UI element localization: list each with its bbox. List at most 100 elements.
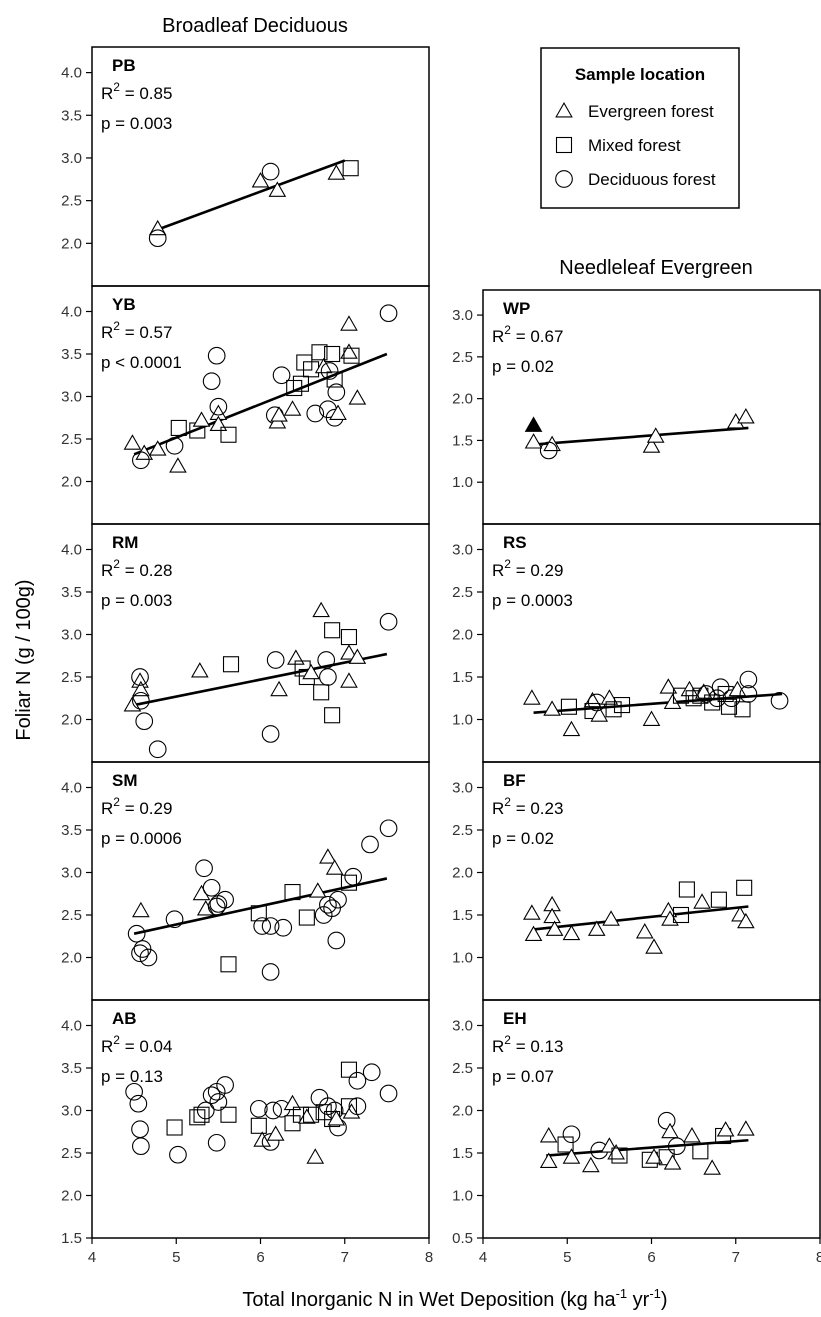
- mixed-point: [286, 379, 303, 397]
- evergreen-point: [192, 411, 211, 427]
- deciduous-point: [711, 678, 730, 697]
- mixed-point: [720, 698, 738, 715]
- x-tick-label: 5: [172, 1249, 180, 1266]
- deciduous-point: [253, 917, 272, 935]
- mixed-point: [557, 1136, 574, 1153]
- y-tick-label: 0.5: [452, 1230, 473, 1247]
- mixed-point: [302, 1106, 320, 1123]
- evergreen-point: [327, 1110, 346, 1126]
- regression-line: [133, 652, 388, 707]
- deciduous-point: [202, 878, 221, 897]
- evergreen-point: [716, 1121, 735, 1137]
- y-tick-label: 2.5: [61, 907, 82, 924]
- panel-label: AB: [112, 1009, 137, 1028]
- evergreen-point: [645, 1148, 663, 1164]
- x-tick-label: 8: [816, 1249, 821, 1266]
- legend-box: [540, 47, 740, 209]
- panel-label: EH: [503, 1009, 527, 1028]
- r-squared-label: R2 = 0.04: [101, 1033, 172, 1056]
- evergreen-point: [148, 440, 167, 456]
- evergreen-point: [661, 1122, 679, 1139]
- panel-frame: [482, 289, 821, 525]
- r-squared-label: R2 = 0.23: [492, 795, 563, 818]
- mixed-point: [692, 1143, 709, 1160]
- y-tick-label: 2.0: [61, 1188, 82, 1205]
- panel-ab: 1.5 2.0 2.5 3.0 3.5 4.0 4 5 6 7 8 AB R2 = 0.04 p = 0.…: [61, 999, 433, 1266]
- y-tick-label: 4.0: [61, 542, 82, 559]
- evergreen-point: [266, 1125, 285, 1141]
- deciduous-point: [132, 691, 150, 710]
- deciduous-point: [207, 346, 226, 365]
- r-squared-label: R2 = 0.57: [101, 319, 172, 342]
- panel-bf: 1.0 1.5 2.0 2.5 3.0 BF R2 = 0.23 p = 0.02: [452, 761, 821, 1001]
- evergreen-point: [298, 1108, 316, 1124]
- evergreen-point: [524, 433, 543, 449]
- mixed-point: [672, 906, 690, 924]
- regression-line: [546, 1138, 749, 1157]
- evergreen-point-filled: [524, 416, 543, 432]
- mixed-point: [296, 354, 313, 371]
- y-tick-label: 2.5: [61, 431, 82, 448]
- legend-square-marker: [555, 136, 573, 154]
- panel-frame: [482, 523, 821, 763]
- evergreen-point: [268, 181, 287, 197]
- x-axis-label: Total Inorganic N in Wet Deposition (kg …: [242, 1286, 667, 1311]
- deciduous-point: [249, 1099, 268, 1118]
- evergreen-point: [191, 662, 209, 678]
- y-tick-label: 2.0: [61, 712, 82, 729]
- y-tick-label: 1.5: [61, 1230, 82, 1247]
- regression-line: [533, 905, 749, 931]
- evergreen-point: [600, 1137, 619, 1153]
- left-column-title: Broadleaf Deciduous: [162, 15, 348, 37]
- evergreen-point: [283, 1094, 302, 1111]
- deciduous-point: [562, 1125, 581, 1144]
- y-tick-label: 1.5: [452, 907, 473, 924]
- deciduous-point: [657, 1111, 676, 1130]
- evergreen-point: [587, 920, 606, 936]
- mixed-point: [734, 701, 751, 718]
- evergreen-point: [539, 1152, 558, 1168]
- y-tick-label: 3.0: [61, 389, 82, 406]
- y-tick-label: 2.0: [61, 950, 82, 967]
- y-tick-label: 1.0: [452, 950, 473, 967]
- deciduous-point: [261, 162, 280, 181]
- deciduous-point: [379, 612, 398, 631]
- p-value-label: p < 0.0001: [101, 353, 182, 372]
- deciduous-point: [264, 1101, 282, 1120]
- deciduous-point: [148, 740, 167, 759]
- legend-triangle-marker: [555, 102, 573, 118]
- deciduous-point: [261, 725, 280, 743]
- panel-pb: 2.0 2.5 3.0 3.5 4.0 PB R2 = 0.85 p = 0.003: [61, 46, 430, 287]
- deciduous-point: [770, 691, 789, 710]
- y-tick-label: 3.5: [61, 584, 82, 601]
- deciduous-point: [139, 948, 158, 967]
- y-axis-label: Foliar N (g / 100g): [13, 579, 35, 740]
- deciduous-point: [169, 1145, 187, 1164]
- y-tick-label: 2.0: [452, 865, 473, 882]
- evergreen-point: [663, 1154, 682, 1170]
- mixed-point: [613, 696, 631, 714]
- r-squared-label: R2 = 0.13: [492, 1033, 563, 1056]
- panel-yb: 2.0 2.5 3.0 3.5 4.0 YB R2 = 0.57 p < 0.0001: [61, 285, 430, 525]
- mixed-point: [220, 1106, 237, 1123]
- panel-frame: [482, 761, 821, 1001]
- y-tick-label: 3.5: [61, 346, 82, 363]
- panel-wp: 1.0 1.5 2.0 2.5 3.0 WP R2 = 0.67 p = 0.02: [452, 289, 821, 525]
- evergreen-point: [327, 164, 346, 180]
- deciduous-point: [274, 918, 293, 937]
- x-tick-label: 6: [647, 1249, 655, 1266]
- mixed-point: [170, 419, 187, 437]
- evergreen-point: [325, 859, 344, 875]
- p-value-label: p = 0.0003: [492, 591, 573, 610]
- evergreen-point: [545, 920, 564, 936]
- mixed-point: [343, 347, 360, 364]
- evergreen-point: [340, 672, 358, 688]
- deciduous-point: [196, 1101, 215, 1120]
- evergreen-point: [132, 901, 150, 918]
- legend-item-label: Mixed forest: [588, 136, 681, 155]
- mixed-point: [710, 891, 727, 908]
- deciduous-point: [131, 944, 149, 963]
- mixed-point: [605, 701, 622, 718]
- y-tick-label: 2.0: [452, 391, 473, 408]
- y-tick-label: 4.0: [61, 780, 82, 797]
